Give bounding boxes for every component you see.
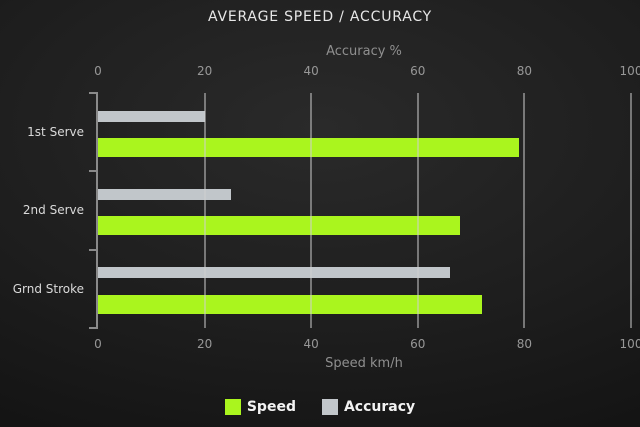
legend-swatch-speed	[224, 399, 241, 415]
y-axis-tick-1	[89, 170, 98, 173]
top-tick-label-20: 20	[196, 64, 213, 78]
y-axis-line	[96, 93, 98, 328]
bottom-tick-label-100: 100	[619, 337, 640, 351]
bottom-tick-label-80: 80	[516, 337, 533, 351]
bottom-tick-label-60: 60	[410, 337, 426, 351]
v-gridline-60	[416, 93, 419, 328]
bottom-axis-title: Speed km/h	[325, 356, 403, 371]
bar-speed-grnd-stroke	[98, 294, 482, 314]
legend-item-accuracy: Accuracy	[321, 399, 416, 415]
y-axis-tick-2	[89, 248, 98, 251]
y-axis-tick-3	[89, 327, 98, 329]
legend-label-accuracy: Accuracy	[343, 399, 416, 415]
bar-accuracy-grnd-stroke	[98, 267, 450, 279]
bottom-tick-label-20: 20	[196, 337, 213, 351]
chart-legend: Speed Accuracy	[0, 399, 640, 415]
bar-speed-2nd-serve	[98, 216, 461, 236]
top-tick-label-80: 80	[516, 64, 533, 78]
top-tick-label-40: 40	[303, 64, 319, 78]
bottom-tick-label-40: 40	[303, 337, 319, 351]
plot-area	[98, 93, 632, 328]
y-axis-tick-0	[89, 92, 98, 94]
bar-speed-1st-serve	[98, 138, 520, 157]
legend-item-speed: Speed	[224, 399, 296, 415]
category-label-2nd-serve: 2nd Serve	[22, 203, 84, 218]
legend-swatch-accuracy	[321, 399, 338, 415]
top-tick-label-60: 60	[410, 64, 426, 78]
v-gridline-40	[310, 93, 313, 328]
bar-accuracy-2nd-serve	[98, 188, 232, 200]
legend-label-speed: Speed	[246, 399, 296, 415]
v-gridline-20	[203, 93, 206, 328]
v-gridline-80	[523, 93, 526, 328]
chart-title: AVERAGE SPEED / ACCURACY	[207, 9, 433, 25]
v-gridline-100	[630, 93, 632, 328]
top-axis-title: Accuracy %	[326, 44, 402, 59]
category-label-grnd-stroke: Grnd Stroke	[12, 281, 84, 296]
bottom-tick-label-0: 0	[94, 337, 102, 351]
top-tick-label-0: 0	[94, 64, 102, 78]
bar-accuracy-1st-serve	[98, 110, 205, 122]
top-tick-label-100: 100	[619, 64, 640, 78]
category-label-1st-serve: 1st Serve	[27, 125, 84, 140]
